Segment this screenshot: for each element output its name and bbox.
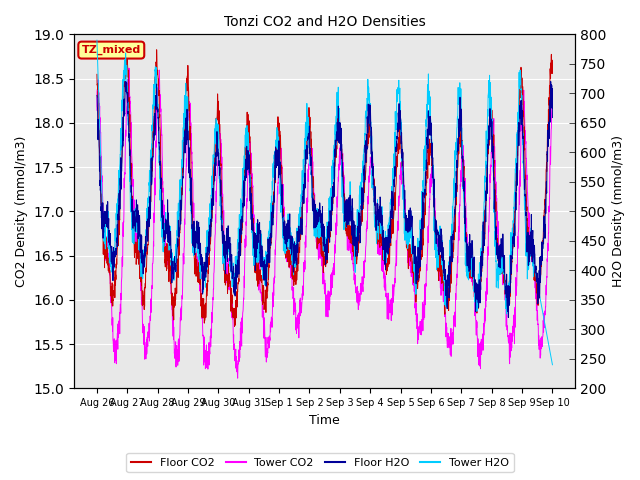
X-axis label: Time: Time bbox=[309, 414, 340, 427]
Y-axis label: H2O Density (mmol/m3): H2O Density (mmol/m3) bbox=[612, 135, 625, 288]
Text: TZ_mixed: TZ_mixed bbox=[82, 45, 141, 55]
Title: Tonzi CO2 and H2O Densities: Tonzi CO2 and H2O Densities bbox=[224, 15, 426, 29]
Y-axis label: CO2 Density (mmol/m3): CO2 Density (mmol/m3) bbox=[15, 136, 28, 287]
Legend: Floor CO2, Tower CO2, Floor H2O, Tower H2O: Floor CO2, Tower CO2, Floor H2O, Tower H… bbox=[126, 453, 514, 472]
